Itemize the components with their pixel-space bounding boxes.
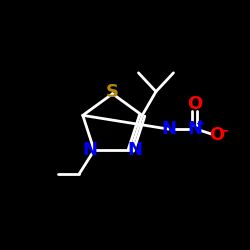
Text: N: N (161, 120, 176, 138)
Text: O: O (210, 126, 225, 144)
Text: S: S (106, 83, 119, 101)
Text: N: N (82, 141, 97, 159)
Text: N: N (128, 141, 143, 159)
Text: +: + (196, 118, 205, 128)
Text: O: O (187, 95, 202, 113)
Text: N: N (187, 120, 202, 138)
Text: −: − (218, 124, 229, 137)
